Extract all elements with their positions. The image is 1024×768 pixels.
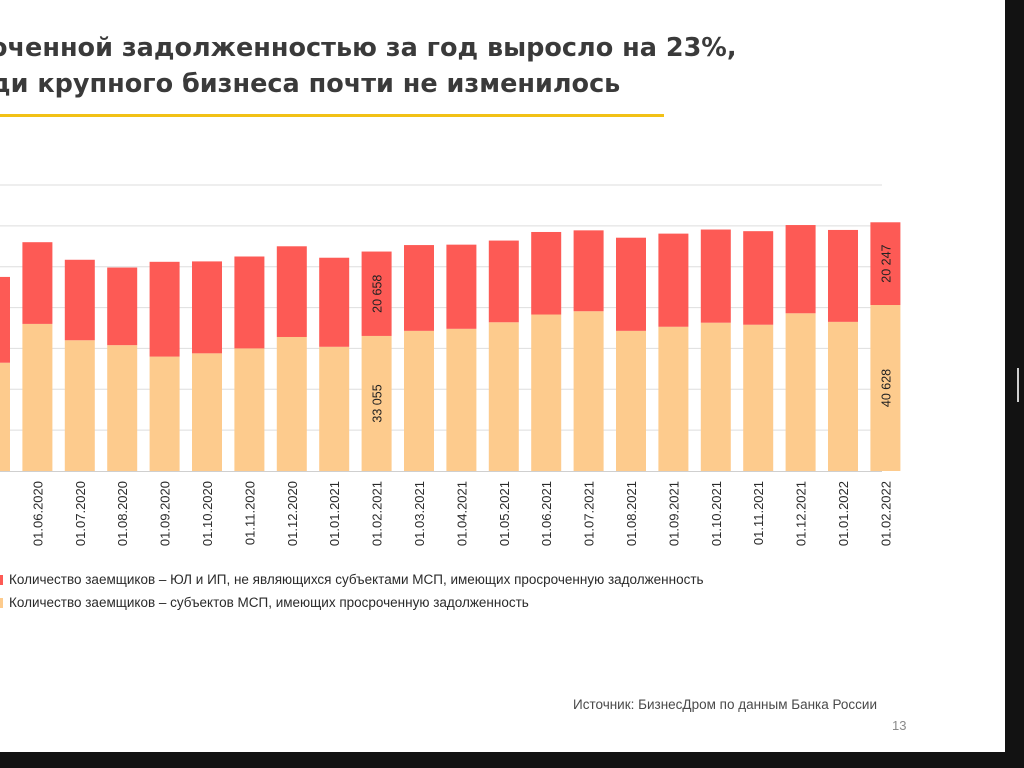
- bar-segment-small-business: [192, 353, 222, 471]
- x-tick-label: 01.07.2021: [582, 481, 597, 546]
- bar-segment-large-business: [446, 244, 477, 329]
- scroll-handle[interactable]: [1017, 368, 1019, 402]
- bar-segment-small-business: [785, 313, 816, 471]
- legend-label-large-business: Количество заемщиков – ЮЛ и ИП, не являю…: [9, 572, 704, 587]
- stacked-bar-chart: 01.05.2020 01.06.2020 01.07.2020 01.08.2020…: [0, 184, 901, 546]
- legend-swatch-small-business: [0, 598, 3, 608]
- x-tick-label: 01.03.2021: [412, 481, 427, 546]
- bar-segment-small-business: [361, 335, 392, 471]
- bar-segment-small-business: [870, 305, 901, 471]
- title-line-1: очен­ной задолженностью за год выросло н…: [0, 33, 737, 63]
- bar-segment-small-business: [22, 323, 53, 471]
- bar-segment-small-business: [828, 321, 858, 471]
- bar-segment-large-business: [658, 233, 689, 327]
- legend-label-small-business: Количество заемщиков – субъектов МСП, им…: [9, 595, 529, 610]
- x-tick-label: 01.01.2022: [836, 481, 851, 546]
- slide-title: очен­ной задолженностью за год выросло н…: [0, 30, 750, 102]
- bar-segment-small-business: [404, 330, 434, 471]
- bar-segment-small-business: [531, 314, 562, 471]
- screen-right-edge: [1005, 0, 1024, 768]
- x-tick-label: 01.08.2020: [115, 481, 130, 546]
- x-tick-label: 01.07.2020: [73, 481, 88, 546]
- bar-segment-large-business: [22, 242, 53, 324]
- bar-segment-small-business: [319, 346, 350, 471]
- x-tick-label: 01.02.2021: [370, 481, 385, 546]
- legend-item-large-business: Количество заемщиков – ЮЛ и ИП, не являю…: [0, 572, 704, 587]
- x-tick-label: 01.04.2021: [454, 481, 469, 546]
- bar-segment-small-business: [0, 362, 10, 471]
- legend-item-small-business: Количество заемщиков – субъектов МСП, им…: [0, 595, 529, 610]
- bar-segment-large-business: [0, 276, 10, 363]
- bar-segment-large-business: [192, 261, 222, 354]
- x-tick-label: 01.08.2021: [624, 481, 639, 546]
- bar-segment-small-business: [107, 345, 138, 471]
- bar-segment-large-business: [276, 246, 307, 337]
- bar-segment-large-business: [64, 259, 95, 341]
- bar-segment-small-business: [658, 326, 689, 471]
- bar-segment-small-business: [276, 336, 307, 471]
- title-underline: [0, 114, 664, 117]
- source-note: Источник: БизнесДром по данным Банка Рос…: [573, 697, 878, 712]
- bar-segment-large-business: [743, 231, 774, 325]
- bar-segment-large-business: [107, 267, 138, 346]
- x-tick-label: 01.10.2020: [200, 481, 215, 546]
- bar-segment-large-business: [573, 230, 604, 312]
- bar-segment-small-business: [616, 330, 646, 471]
- title-line-2: ди крупного бизнеса почти не изменилось: [0, 69, 621, 99]
- data-label: 40 628: [879, 369, 893, 407]
- x-tick-label: 01.05.2021: [497, 481, 512, 546]
- bar-segment-large-business: [616, 237, 646, 331]
- data-label: 20 247: [879, 244, 893, 282]
- x-tick-label: 01.09.2020: [158, 481, 173, 546]
- bar-segment-large-business: [700, 229, 731, 323]
- data-label: 33 055: [371, 384, 385, 422]
- x-tick-label: 01.11.2020: [242, 481, 257, 545]
- bar-segment-large-business: [319, 257, 350, 347]
- bar-segment-small-business: [573, 311, 604, 471]
- screen-bottom-edge: [0, 752, 1005, 768]
- bar-segment-large-business: [149, 261, 180, 357]
- bar-segment-large-business: [404, 245, 434, 331]
- bar-segment-small-business: [700, 322, 731, 471]
- bar-segment-small-business: [149, 356, 180, 471]
- x-tick-label: 01.10.2021: [709, 481, 724, 546]
- x-tick-label: 01.12.2020: [285, 481, 300, 546]
- x-tick-label: 01.01.2021: [327, 481, 342, 546]
- bar-segment-large-business: [234, 256, 265, 349]
- x-tick-label: 01.09.2021: [666, 481, 681, 546]
- bar-segment-large-business: [531, 231, 562, 315]
- bar-segment-small-business: [446, 328, 477, 471]
- bar-segment-large-business: [828, 229, 858, 322]
- page-number: 13: [892, 718, 907, 733]
- legend-swatch-large-business: [0, 575, 3, 585]
- bar-segment-small-business: [64, 340, 95, 471]
- bar-segment-large-business: [870, 222, 901, 306]
- bar-segment-small-business: [234, 348, 265, 471]
- bar-segment-small-business: [743, 324, 774, 471]
- x-tick-label: 01.12.2021: [794, 481, 809, 546]
- x-tick-label: 01.05.2020: [0, 481, 3, 546]
- x-tick-label: 01.02.2022: [878, 481, 893, 546]
- data-label: 20 658: [371, 275, 385, 313]
- bar-segment-small-business: [488, 322, 519, 471]
- bar-segment-large-business: [785, 225, 816, 314]
- x-tick-label: 01.06.2020: [30, 481, 45, 546]
- bar-segment-large-business: [361, 251, 392, 336]
- x-tick-label: 01.06.2021: [539, 481, 554, 546]
- bar-segment-large-business: [488, 240, 519, 323]
- slide: очен­ной задолженностью за год выросло н…: [0, 0, 1005, 752]
- x-tick-label: 01.11.2021: [751, 481, 766, 545]
